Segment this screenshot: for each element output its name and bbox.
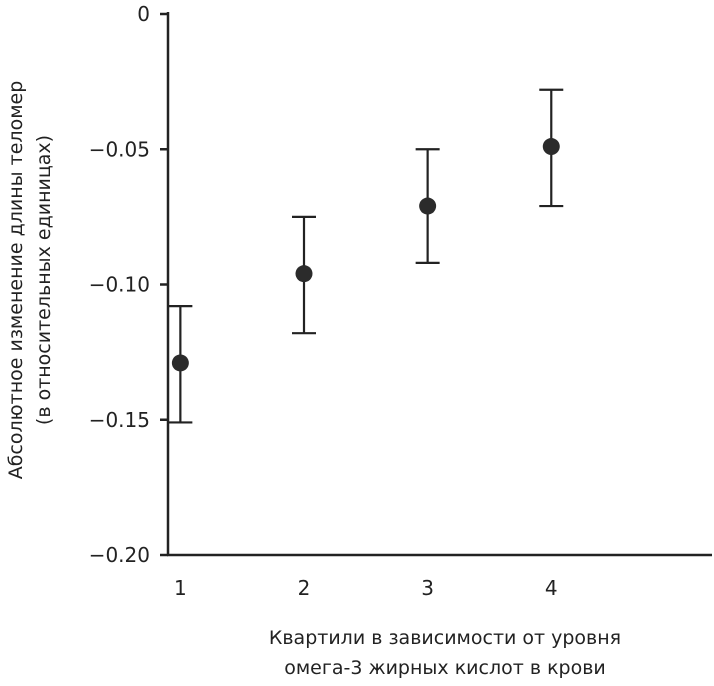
x-tick-label: 4 <box>545 576 558 600</box>
x-tick-label: 3 <box>421 576 434 600</box>
y-axis-title: Абсолютное изменение длины теломер <box>5 81 27 480</box>
data-point <box>542 138 560 156</box>
x-axis-title: Квартили в зависимости от уровня <box>269 627 621 649</box>
y-tick-label: −0.15 <box>89 408 150 432</box>
y-axis-title: (в относительных единицах) <box>33 135 55 425</box>
y-tick-label: 0 <box>137 2 150 26</box>
x-axis-title: омега-3 жирных кислот в крови <box>284 657 606 679</box>
x-tick-label: 2 <box>298 576 311 600</box>
y-tick-label: −0.10 <box>89 273 150 297</box>
y-tick-label: −0.20 <box>89 543 150 567</box>
x-tick-label: 1 <box>174 576 187 600</box>
data-point <box>295 265 313 283</box>
data-point <box>419 197 437 215</box>
y-tick-label: −0.05 <box>89 137 150 161</box>
data-point <box>171 354 189 372</box>
